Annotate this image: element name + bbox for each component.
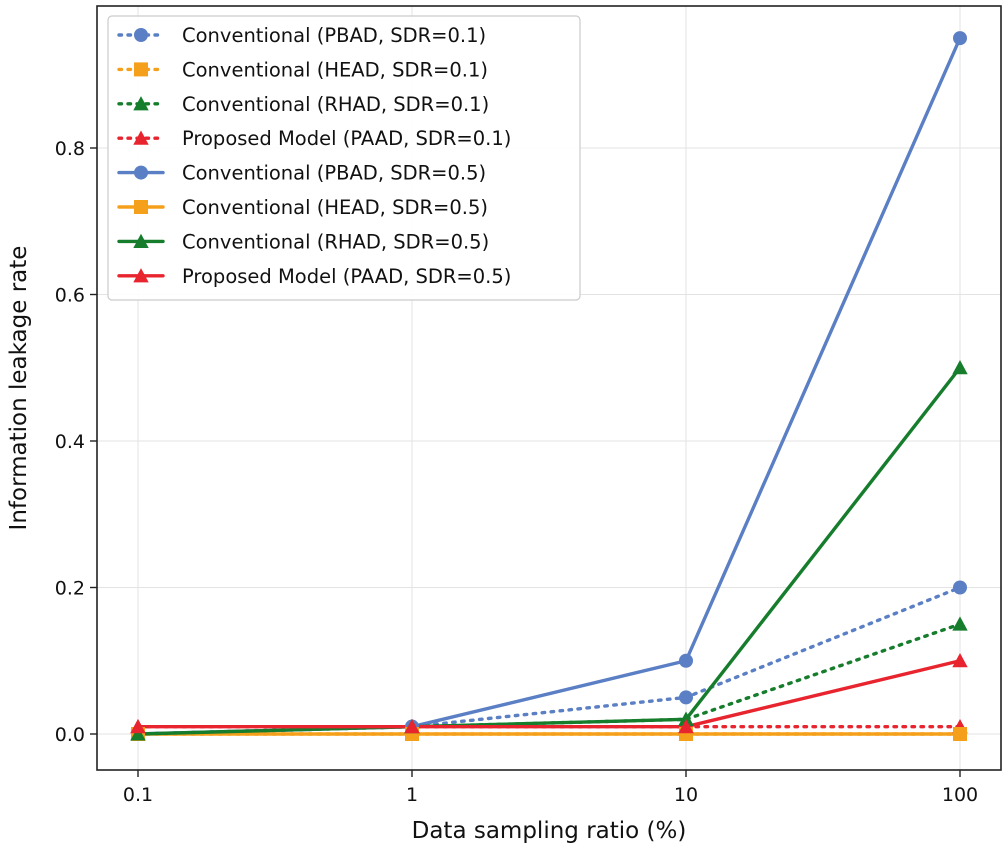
series-6-point-2 xyxy=(678,711,694,726)
y-tick-label: 0.6 xyxy=(55,285,85,307)
series-line-7 xyxy=(136,659,962,729)
legend-marker-2 xyxy=(133,96,149,111)
series-7-point-1 xyxy=(404,718,420,734)
legend-label-3: Proposed Model (PAAD, SDR=0.1) xyxy=(182,127,511,150)
x-tick-label: 1 xyxy=(406,784,418,806)
series-6-point-0 xyxy=(130,726,146,741)
legend: Conventional (PBAD, SDR=0.1) Conventional… xyxy=(107,15,581,301)
x-tick-label: 0.1 xyxy=(123,784,153,806)
legend-marker-1 xyxy=(134,62,148,77)
legend-marker-3 xyxy=(133,130,149,145)
y-tick-label: 0.8 xyxy=(55,138,85,160)
ticks: 0.1 1 10 100 0.0 0.2 0.4 0.6 0.8 xyxy=(55,138,978,806)
series-line-6 xyxy=(136,366,962,736)
legend-marker-0 xyxy=(134,28,148,42)
series-7-point-0 xyxy=(130,718,146,734)
legend-label-1: Conventional (HEAD, SDR=0.1) xyxy=(182,58,488,81)
legend-label-7: Proposed Model (PAAD, SDR=0.5) xyxy=(182,265,511,288)
series-markers xyxy=(130,31,968,741)
series-lines xyxy=(136,36,962,736)
legend-marker-4 xyxy=(134,165,148,180)
series-7-point-3 xyxy=(952,653,968,668)
legend-label-4: Conventional (PBAD, SDR=0.5) xyxy=(182,162,486,185)
series-7-point-2 xyxy=(678,718,694,734)
legend-label-6: Conventional (RHAD, SDR=0.5) xyxy=(182,230,489,253)
legend-label-0: Conventional (PBAD, SDR=0.1) xyxy=(182,24,486,47)
legend-label-5: Conventional (HEAD, SDR=0.5) xyxy=(182,196,488,219)
series-0-point-2 xyxy=(679,690,693,705)
series-6-point-3 xyxy=(952,360,968,375)
x-tick-label: 100 xyxy=(942,784,978,806)
series-4-point-2 xyxy=(679,653,693,668)
series-line-0 xyxy=(136,585,962,736)
legend-marker-6 xyxy=(133,233,149,248)
y-tick-label: 0.0 xyxy=(55,724,85,746)
legend-box xyxy=(107,15,581,301)
legend-label-2: Conventional (RHAD, SDR=0.1) xyxy=(182,93,489,116)
legend-marker-5 xyxy=(134,200,148,214)
series-2-point-3 xyxy=(952,616,968,631)
y-axis-label: Information leakage rate xyxy=(6,246,32,531)
series-4-point-3 xyxy=(953,31,967,46)
legend-marker-7 xyxy=(133,268,149,283)
y-tick-label: 0.4 xyxy=(55,431,85,453)
y-tick-label: 0.2 xyxy=(55,578,85,600)
x-axis-label: Data sampling ratio (%) xyxy=(412,818,687,844)
x-tick-label: 10 xyxy=(674,784,698,806)
series-5-point-3 xyxy=(953,727,967,741)
plot-frame xyxy=(96,5,1002,771)
series-line-2 xyxy=(136,622,962,736)
series-0-point-3 xyxy=(953,580,967,595)
